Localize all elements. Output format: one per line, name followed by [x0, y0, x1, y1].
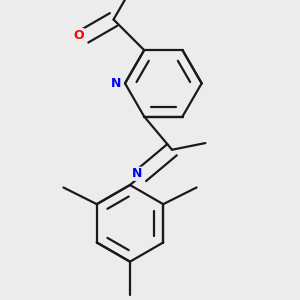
Text: N: N — [110, 77, 121, 90]
Text: O: O — [73, 29, 84, 42]
Text: N: N — [132, 167, 142, 180]
